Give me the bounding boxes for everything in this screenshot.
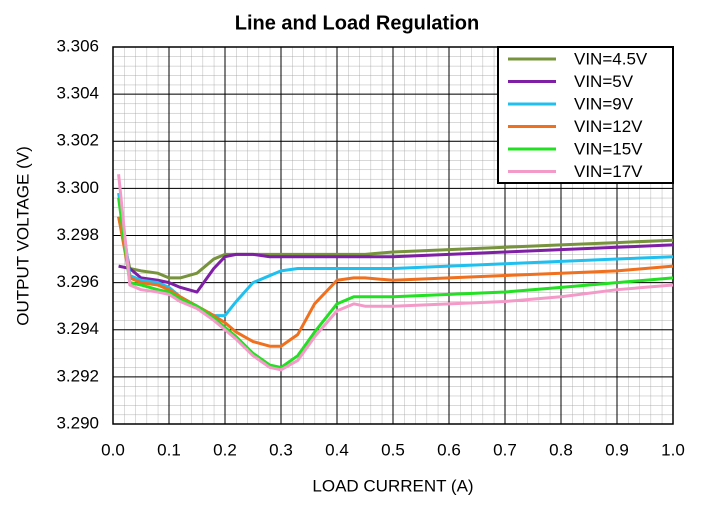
x-tick-label: 0.9 — [605, 440, 629, 459]
x-tick-label: 0.8 — [549, 440, 573, 459]
x-tick-label: 0.2 — [213, 440, 237, 459]
plot-frame — [112, 46, 674, 425]
x-tick-label: 0.5 — [381, 440, 405, 459]
legend-label: VIN=5V — [574, 72, 634, 91]
legend-label: VIN=9V — [574, 94, 634, 113]
legend-label: VIN=15V — [574, 139, 643, 158]
x-tick-label: 0.4 — [325, 440, 349, 459]
x-tick-label: 0.3 — [269, 440, 293, 459]
series-line — [117, 216, 674, 280]
y-axis-label: OUTPUT VOLTAGE (V) — [13, 146, 32, 325]
y-tick-label: 3.296 — [56, 272, 99, 291]
x-tick-label: 0.7 — [493, 440, 517, 459]
legend-label: VIN=17V — [574, 162, 643, 181]
y-tick-label: 3.306 — [56, 36, 99, 55]
x-tick-label: 0.0 — [101, 440, 125, 459]
legend-label: VIN=4.5V — [574, 49, 648, 68]
y-tick-label: 3.290 — [56, 413, 99, 432]
series-line — [117, 174, 674, 372]
y-tick-label: 3.298 — [56, 225, 99, 244]
x-tick-label: 0.6 — [437, 440, 461, 459]
x-axis-label: LOAD CURRENT (A) — [312, 476, 473, 495]
y-tick-label: 3.304 — [56, 84, 99, 103]
y-tick-label: 3.292 — [56, 366, 99, 385]
series-line — [117, 216, 674, 348]
series-line — [117, 197, 674, 369]
series-line — [118, 243, 674, 294]
series-line — [117, 192, 674, 318]
y-tick-label: 3.302 — [56, 131, 99, 150]
y-tick-label: 3.300 — [56, 178, 99, 197]
legend-box — [497, 46, 674, 184]
chart-title: Line and Load Regulation — [235, 12, 479, 34]
y-tick-label: 3.294 — [56, 319, 99, 338]
legend-label: VIN=12V — [574, 117, 643, 136]
x-tick-label: 0.1 — [157, 440, 181, 459]
x-tick-label: 1.0 — [661, 440, 685, 459]
